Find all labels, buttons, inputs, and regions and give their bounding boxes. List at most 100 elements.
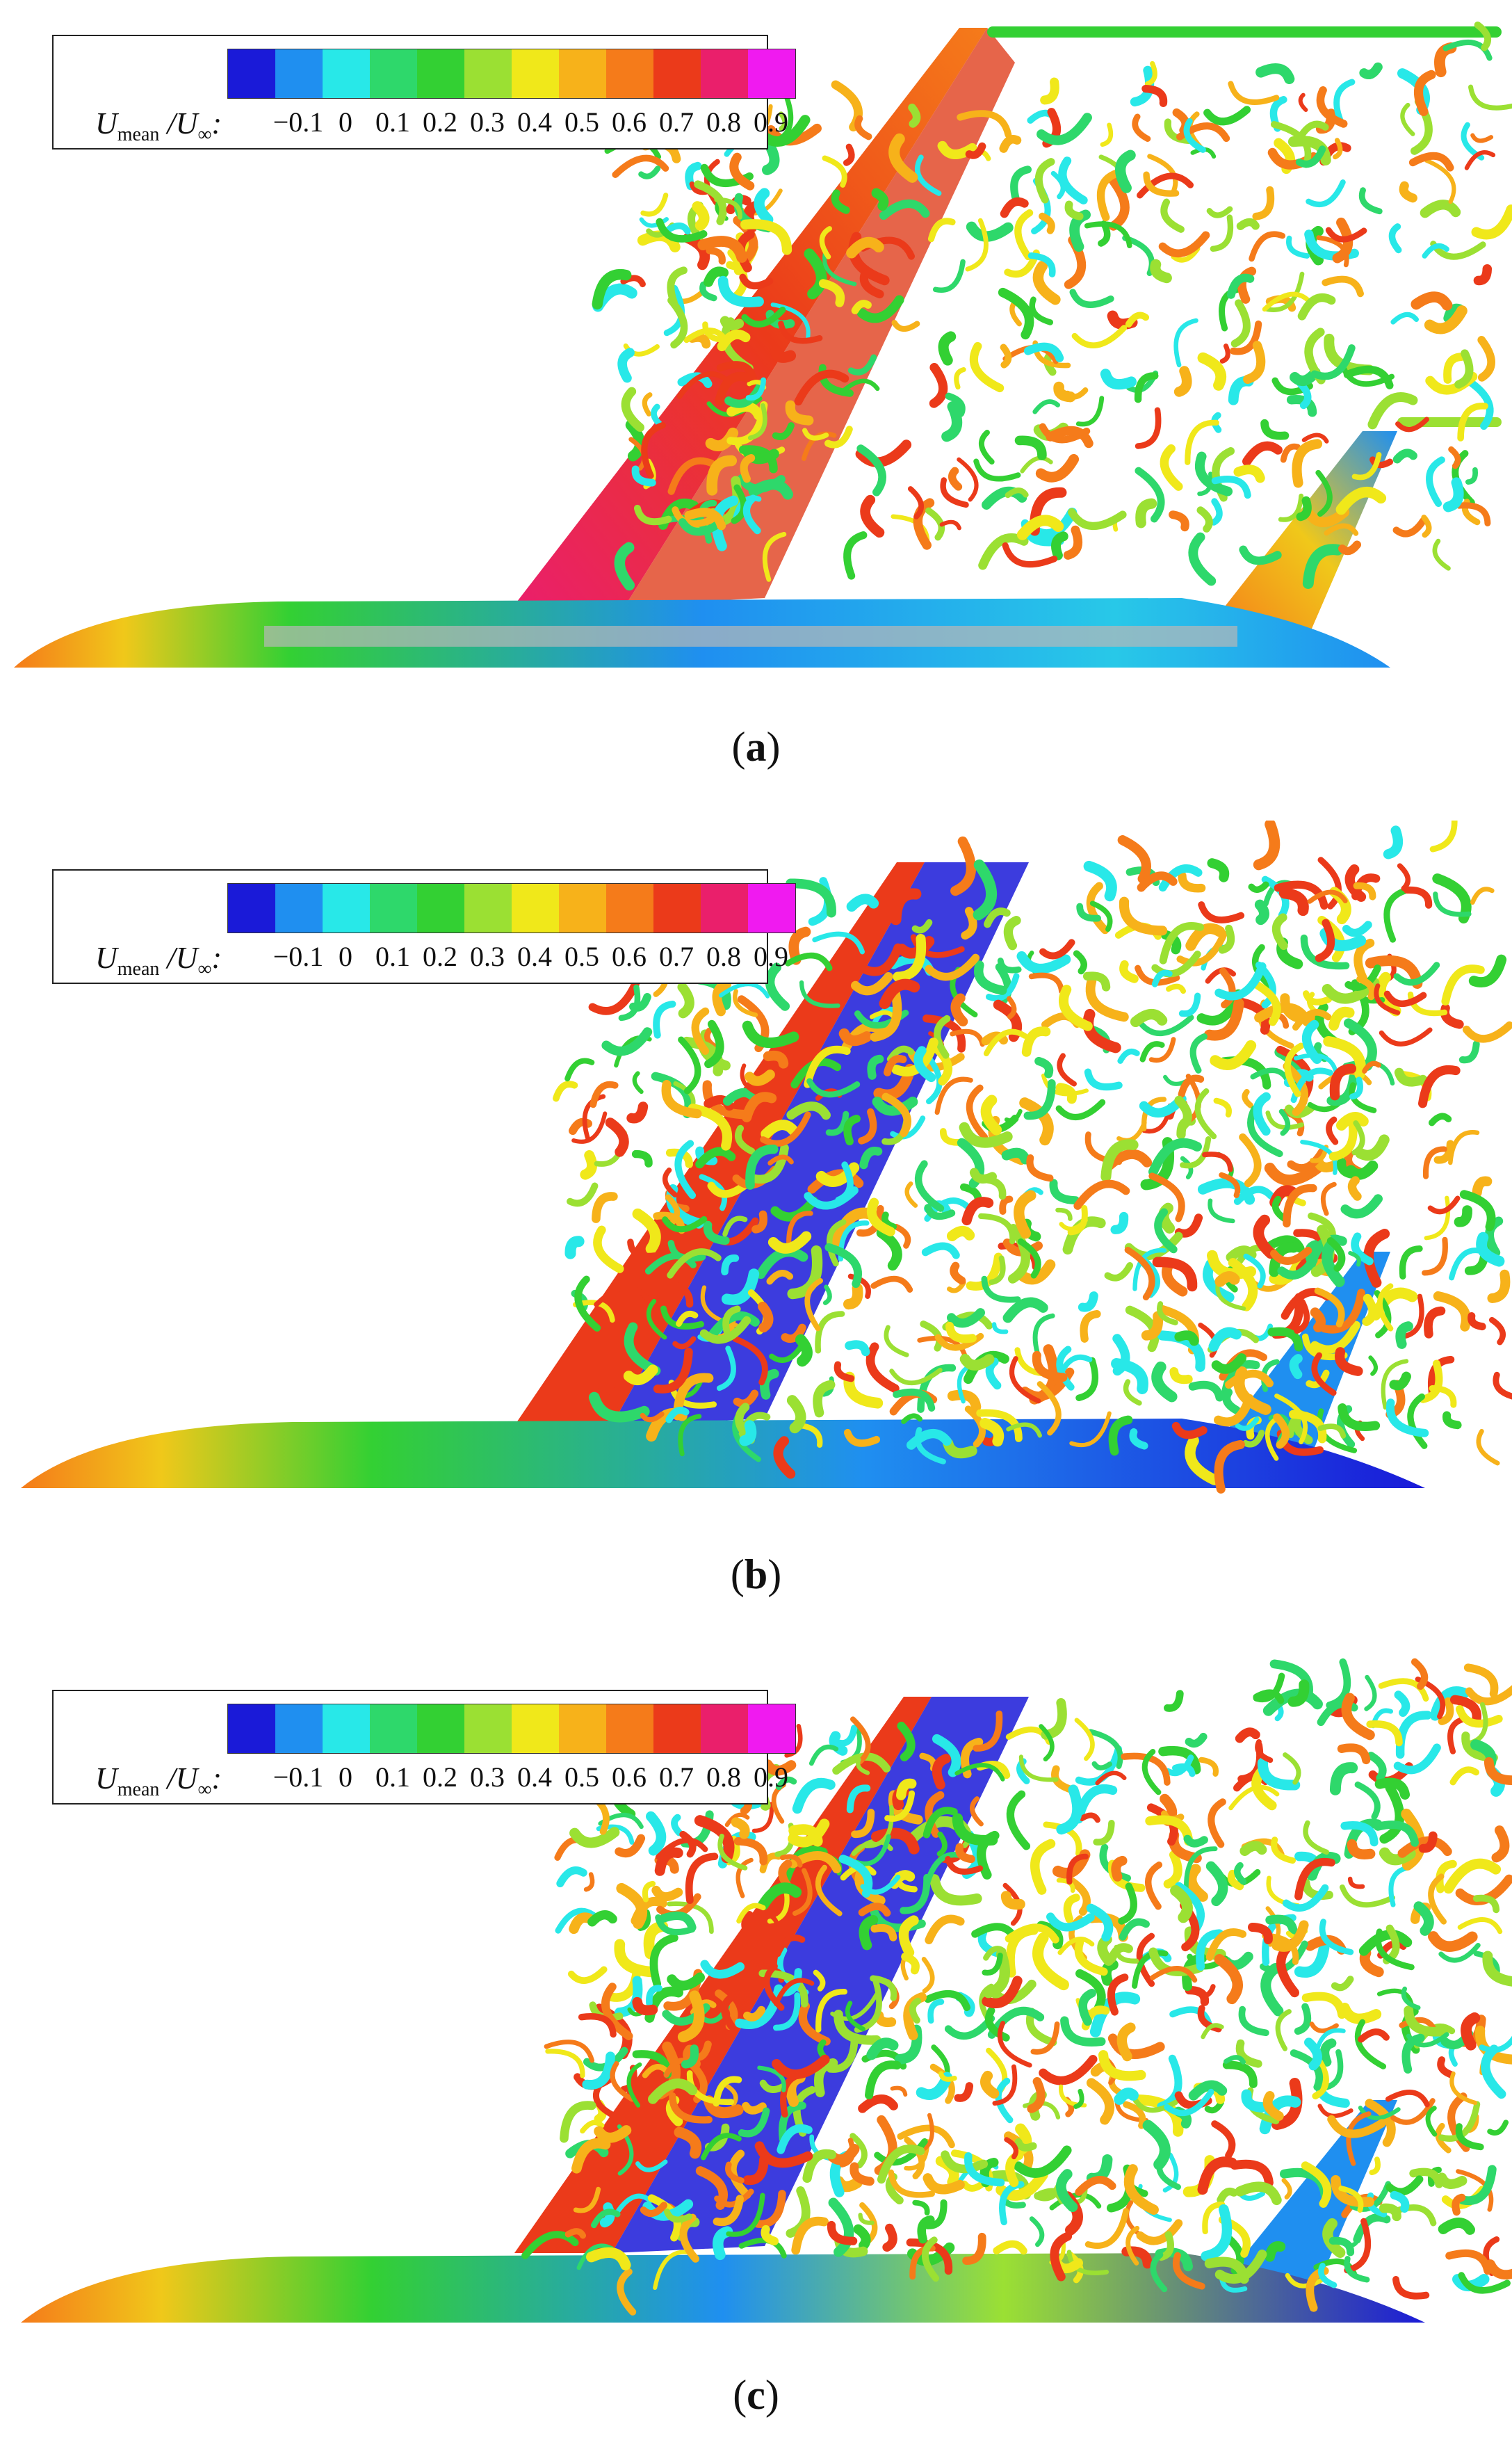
vortex-tube — [856, 1757, 870, 1775]
vortex-tube — [893, 1388, 936, 1412]
vortex-tube — [1316, 86, 1348, 128]
vortex-tube — [997, 958, 1022, 974]
vortex-tube — [1029, 2216, 1045, 2247]
vortex-tube — [1009, 1356, 1041, 1404]
vortex-tube — [1247, 1105, 1283, 1158]
vortex-tube — [1218, 924, 1235, 954]
vortex-tube — [1148, 1037, 1176, 1063]
vortex-tube — [1482, 1951, 1512, 1987]
vortex-tube — [1014, 1190, 1037, 1239]
vortex-tube — [1302, 544, 1344, 589]
vortex-tube — [1169, 510, 1189, 532]
flow-visualization-a — [14, 21, 1512, 668]
vortex-tube — [1353, 882, 1376, 901]
vortex-tube — [1188, 532, 1217, 586]
vortex-tube — [1315, 469, 1333, 517]
vortex-tube — [699, 1316, 751, 1344]
vortex-tube — [729, 2149, 751, 2199]
vortex-tube — [661, 1080, 702, 1119]
vortex-tube — [778, 321, 823, 344]
vortex-tube — [1016, 515, 1064, 540]
vortex-tube — [1172, 2252, 1205, 2290]
vortex-tube — [870, 986, 902, 1042]
vortex-tube — [1160, 198, 1185, 233]
vortex-tube — [635, 2159, 668, 2172]
vortex-tube — [1073, 950, 1087, 975]
vortex-tube — [1393, 1743, 1441, 1775]
vortex-tube — [742, 1020, 799, 1049]
vortex-tube — [1056, 2169, 1078, 2213]
vortex-tube — [1319, 2038, 1337, 2067]
vortex-tube — [1296, 496, 1312, 522]
vortex-tube — [1026, 1154, 1054, 1182]
vortex-tube — [1369, 2156, 1381, 2176]
vortex-tube — [1219, 1172, 1241, 1198]
vortex-tube — [656, 218, 708, 243]
colorbar-ticks: −0.1 0 0.1 0.2 0.3 0.4 0.5 0.6 0.7 0.8 0.9 — [227, 940, 788, 975]
vortex-tube — [1023, 342, 1064, 362]
vortex-tube — [754, 2190, 786, 2228]
vortex-tube — [1344, 864, 1367, 902]
vortex-tube — [804, 248, 827, 300]
vortex-tube — [1271, 913, 1288, 951]
vortex-tube — [1185, 923, 1226, 951]
panel-b: Umean /U∞: −0.1 0 0.1 0.2 0.3 0.4 0.5 0.6 0.7 0.8… — [0, 821, 1512, 1620]
vortex-tube — [1049, 1179, 1080, 1205]
vortex-tube — [1429, 821, 1458, 853]
vortex-tube — [1125, 2225, 1140, 2266]
vortex-tube — [597, 1381, 620, 1410]
vortex-tube — [1303, 1820, 1329, 1855]
vortex-tube — [1400, 102, 1415, 136]
vortex-tube — [1265, 1914, 1298, 1937]
vortex-tube — [1189, 1033, 1208, 1074]
vortex-tube — [1379, 1027, 1433, 1047]
vortex-tube — [1066, 1853, 1089, 1885]
vortex-tube — [1259, 2095, 1301, 2135]
vortex-tube — [1273, 1413, 1290, 1449]
vortex-tube — [985, 1357, 1002, 1390]
vortex-tube — [1281, 2178, 1292, 2199]
vortex-tube — [1078, 1291, 1098, 1312]
vortex-tube — [1260, 1962, 1284, 2017]
vortex-tube — [1341, 1693, 1375, 1741]
vortex-tube — [629, 993, 651, 1012]
vortex-tube — [1239, 1133, 1262, 1188]
vortex-tube — [962, 2232, 986, 2266]
vortex-tube — [1249, 231, 1286, 262]
vortex-tube — [1424, 305, 1468, 334]
vortex-tube — [856, 444, 886, 497]
vortex-tube — [1202, 2201, 1226, 2235]
vortex-tube — [941, 401, 963, 442]
vortex-tube — [1076, 903, 1101, 922]
vortex-tube — [1369, 456, 1394, 469]
vortex-tube — [567, 1966, 608, 1984]
vortex-tube — [1095, 1770, 1127, 1786]
vortex-tube — [646, 1298, 667, 1340]
vortex-tube — [1404, 2005, 1449, 2037]
vortex-tube — [1096, 169, 1122, 222]
vortex-tube — [1457, 403, 1488, 442]
vortex-tube — [578, 2013, 617, 2038]
vortex-tube — [632, 1996, 658, 2016]
vortex-tube — [1171, 1421, 1208, 1439]
vortex-tube — [1057, 1937, 1095, 1955]
vortex-tube — [845, 1340, 870, 1357]
vortex-tube — [1285, 2272, 1327, 2288]
vortex-tube — [1445, 2249, 1492, 2275]
colorbar-tick-label: 0.1 — [375, 941, 410, 972]
vortex-tube — [1069, 289, 1114, 308]
vortex-tube — [1239, 545, 1282, 565]
vortex-tube — [1424, 1306, 1446, 1339]
vortex-tube — [770, 346, 797, 363]
vortex-tube — [998, 287, 1034, 340]
vortex-tube — [1228, 1258, 1258, 1311]
panel-caption: (a) — [731, 724, 781, 770]
vortex-tube — [648, 2078, 698, 2104]
vortex-tube — [1046, 1912, 1095, 1932]
vortex-tube — [593, 2083, 616, 2119]
vortex-tube — [1458, 2272, 1511, 2294]
vortex-tube — [601, 1983, 633, 2040]
vortex-tube — [858, 1903, 891, 1917]
vortex-tube — [1454, 1205, 1472, 1227]
vortex-tube — [901, 1413, 922, 1424]
